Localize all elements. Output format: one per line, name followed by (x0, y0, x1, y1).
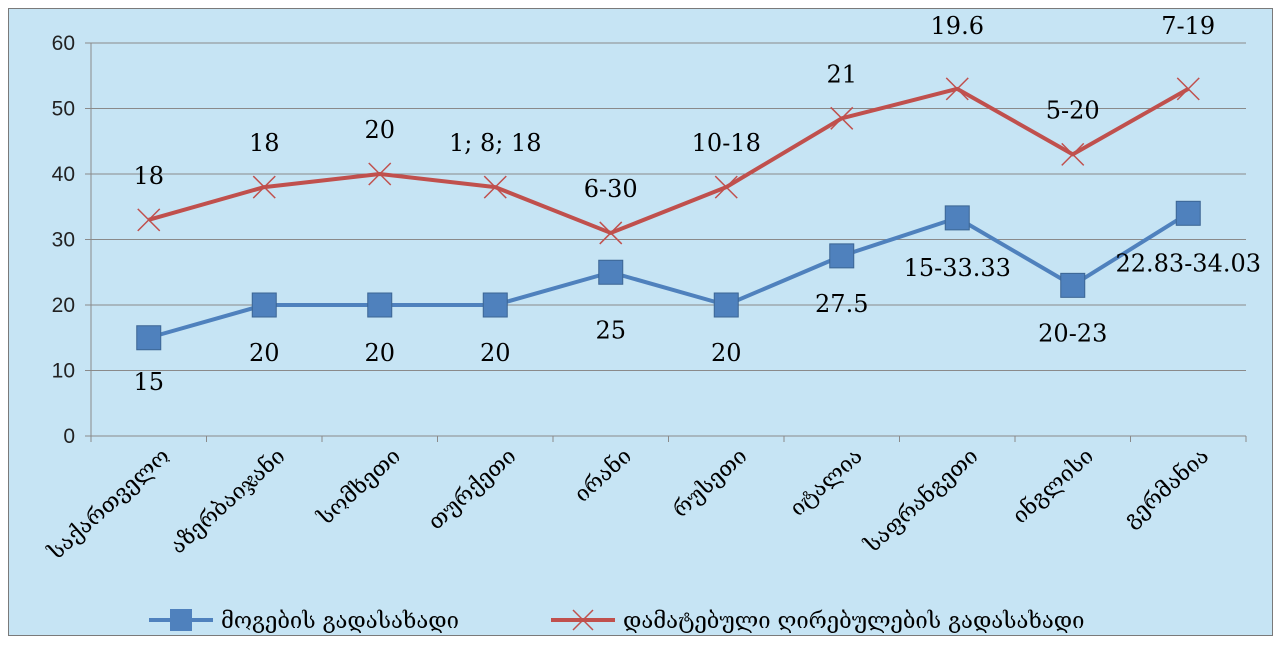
data-label: 21 (826, 60, 857, 88)
data-point-x (252, 175, 276, 199)
y-tick-label: 10 (52, 360, 75, 383)
legend-marker-x (572, 609, 594, 631)
data-point-x (1176, 77, 1200, 101)
data-label: 20 (364, 116, 395, 144)
data-label: 20-23 (1038, 319, 1107, 347)
data-point-square (367, 292, 393, 318)
x-tick-label: საქართველო (43, 444, 174, 566)
legend: მოგების გადასახადი დამატებული ღირებულების… (149, 609, 1084, 634)
y-tick-label: 20 (52, 294, 75, 317)
y-tick-label: 0 (63, 425, 75, 448)
x-tick-label: ინგლისი (1007, 443, 1098, 529)
data-point-square (482, 292, 508, 318)
data-point-x (945, 77, 969, 101)
data-label: 1; 8; 18 (449, 129, 542, 157)
legend-label: მოგების გადასახადი (221, 609, 459, 634)
x-tick-label: საფრანგეთი (859, 443, 983, 558)
x-tick-label: სომხეთი (313, 444, 406, 531)
legend-marker-square (170, 609, 192, 631)
data-point-square (598, 259, 624, 285)
data-point-x (483, 175, 507, 199)
data-point-x (137, 208, 161, 232)
legend-label: დამატებული ღირებულების გადასახადი (623, 609, 1084, 634)
data-point-square (1175, 200, 1201, 226)
x-tick-label: ირანი (569, 443, 637, 508)
x-tick-label: აზერბაიჯანი (165, 443, 290, 559)
data-label: 22.83-34.03 (1115, 249, 1261, 277)
data-point-square (1060, 272, 1086, 298)
data-point-square (829, 243, 855, 269)
data-label: 10-18 (692, 129, 761, 157)
data-label: 6-30 (584, 175, 638, 203)
data-label: 20 (480, 339, 511, 367)
x-tick-label: რუსეთი (668, 444, 752, 523)
chart-area: 0 10 20 30 40 50 60 საქართველო აზერბაიჯანი სომხეთ… (8, 8, 1273, 636)
data-label: 15-33.33 (904, 254, 1011, 282)
y-tick-label: 60 (52, 32, 75, 55)
data-label: 20 (711, 339, 742, 367)
data-label: 7-19 (1161, 12, 1215, 40)
y-tick-label: 40 (52, 163, 75, 186)
data-point-square (944, 205, 970, 231)
data-label: 19.6 (931, 12, 984, 40)
data-point-square (136, 325, 162, 351)
y-tick-label: 50 (52, 98, 75, 121)
series-line (148, 211, 1190, 340)
data-point-x (368, 162, 392, 186)
data-label: 20 (249, 339, 280, 367)
data-point-x (599, 221, 623, 245)
x-tick-label: იტალია (785, 444, 867, 522)
data-point-square (713, 292, 739, 318)
series (136, 77, 1201, 351)
data-point-x (714, 175, 738, 199)
data-label: 18 (133, 162, 164, 190)
y-tick-label: 30 (52, 229, 75, 252)
data-point-square (251, 292, 277, 318)
data-label: 20 (364, 339, 395, 367)
data-label: 18 (249, 129, 280, 157)
data-label: 25 (595, 316, 626, 344)
series-line (148, 86, 1190, 235)
data-labels: 15 20 20 20 25 20 27.5 15-33.33 20-23 22.83-34.03… (133, 12, 1261, 396)
x-tick-label: თურქეთი (424, 444, 522, 535)
data-point-x (1061, 142, 1085, 166)
data-label: 27.5 (815, 290, 868, 318)
data-point-x (830, 106, 854, 130)
data-label: 5-20 (1046, 96, 1100, 124)
data-label: 15 (133, 368, 164, 396)
x-tick-label: გერმანია (1119, 443, 1215, 533)
